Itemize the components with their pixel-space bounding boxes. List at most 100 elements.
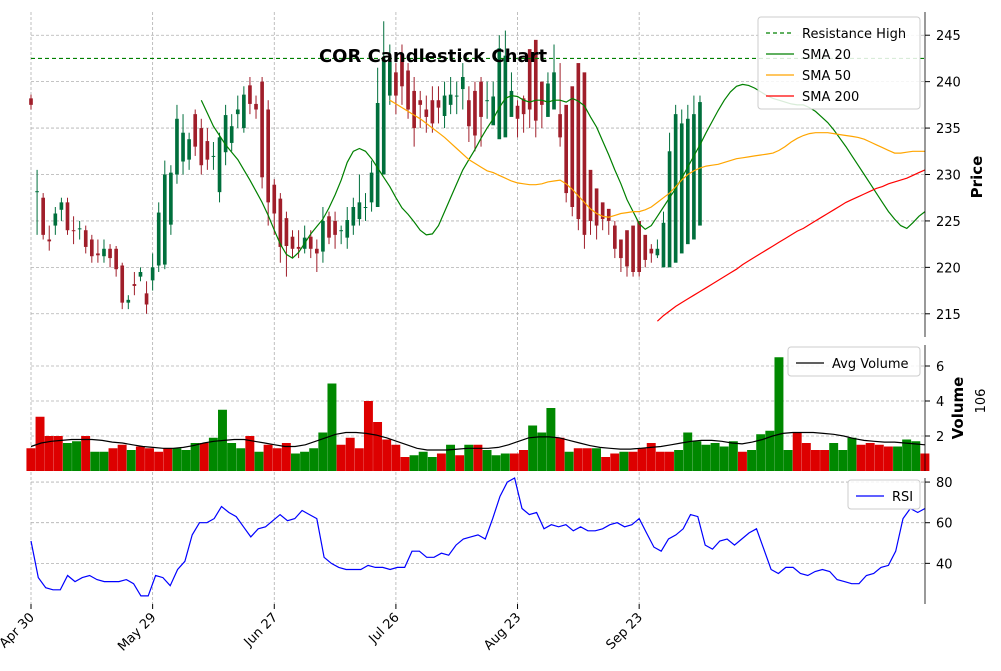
volume-bar [373, 422, 383, 471]
volume-bar [254, 451, 264, 471]
volume-bar [747, 450, 757, 471]
rsi-legend: RSI [847, 479, 921, 510]
candle-body [430, 100, 435, 124]
volume-bar [99, 451, 109, 471]
candle-body [126, 299, 131, 303]
volume-bar [509, 453, 519, 471]
volume-bar [874, 444, 884, 471]
candle-body [266, 109, 271, 203]
candle-body [144, 293, 149, 305]
candle-body [369, 172, 374, 203]
volume-bar [327, 383, 337, 471]
candle-body [132, 284, 137, 286]
candle-body [661, 222, 666, 268]
volume-bar [309, 448, 319, 471]
volume-bar [564, 451, 574, 471]
volume-bar [464, 444, 474, 471]
candle-body [558, 114, 562, 138]
candle-body [655, 248, 660, 256]
rsi-line [30, 477, 926, 597]
candle-body [211, 155, 216, 157]
candle-body [698, 102, 702, 226]
volume-bar [491, 455, 501, 471]
candle-body [594, 188, 599, 226]
y-tick-label: 60 [936, 517, 953, 532]
candle-body [649, 248, 654, 254]
legend-label: Avg Volume [832, 357, 909, 372]
volume-bar [318, 432, 328, 471]
volume-bar [154, 451, 164, 471]
candle-body [235, 109, 240, 115]
candle-body [570, 86, 575, 207]
volume-bar [382, 439, 392, 471]
volume-bar [199, 443, 209, 471]
volume-bar [90, 451, 100, 471]
volume-bar [528, 425, 538, 471]
volume-panel [26, 357, 930, 471]
volume-bar [637, 448, 647, 471]
candle-body [381, 58, 386, 175]
candle-body [193, 114, 198, 147]
candle-body [296, 246, 301, 249]
volume-bar [227, 443, 237, 471]
y-tick-label: 80 [936, 476, 953, 491]
volume-bar [856, 444, 866, 471]
x-tick-label: May 29 [115, 610, 159, 654]
volume-bar [719, 446, 729, 471]
volume-bar [519, 450, 528, 471]
volume-bar [409, 455, 419, 471]
volume-bar [117, 444, 127, 471]
volume-bar [737, 451, 747, 471]
volume-bar [555, 437, 565, 471]
x-tick-label: Aug 23 [481, 610, 524, 653]
candle-body [308, 236, 313, 249]
candle-body [242, 94, 246, 129]
candle-body [96, 253, 100, 256]
candle-body [503, 55, 508, 138]
volume-bar [847, 437, 857, 471]
candle-body [400, 53, 404, 87]
candle-body [351, 207, 356, 226]
candle-body [327, 216, 331, 238]
candle-body [114, 248, 118, 270]
y-tick-label: 245 [936, 29, 961, 44]
candle-body [41, 197, 45, 235]
candle-body [576, 63, 581, 220]
candle-body [175, 118, 179, 175]
y-tick-label: 6 [936, 360, 944, 375]
candle-body [357, 202, 362, 220]
volume-bar [81, 436, 91, 471]
candle-body [223, 115, 228, 153]
price-legend: Resistance High SMA 20 SMA 50 SMA 200 [757, 16, 921, 110]
candle-body [515, 105, 520, 119]
volume-bar [181, 450, 191, 471]
volume-bar [801, 443, 811, 471]
candle-body [564, 104, 569, 194]
volume-bar [692, 441, 702, 471]
candle-body [588, 169, 593, 221]
candle-body [89, 239, 94, 257]
candle-body [685, 118, 690, 245]
volume-bar [354, 448, 364, 471]
volume-bar [865, 443, 875, 471]
volume-bar [208, 437, 218, 471]
candle-body [248, 85, 252, 104]
candle-body [254, 103, 258, 110]
sma-200-line [656, 169, 926, 322]
volume-bar [911, 441, 921, 471]
candle-body [345, 220, 350, 238]
y-tick-label: 40 [936, 557, 953, 572]
volume-bar [573, 448, 583, 471]
candle-body [412, 90, 416, 129]
rsi-panel [30, 477, 926, 597]
volume-bar [883, 446, 893, 471]
legend-frame [787, 346, 921, 377]
volume-bar [400, 457, 410, 471]
volume-bar [455, 455, 465, 471]
avg-volume-line [30, 431, 926, 451]
y-tick-label: 215 [936, 308, 961, 323]
volume-bar [728, 441, 738, 471]
volume-bar [62, 443, 72, 471]
x-tick-label: Jul 26 [366, 610, 403, 647]
